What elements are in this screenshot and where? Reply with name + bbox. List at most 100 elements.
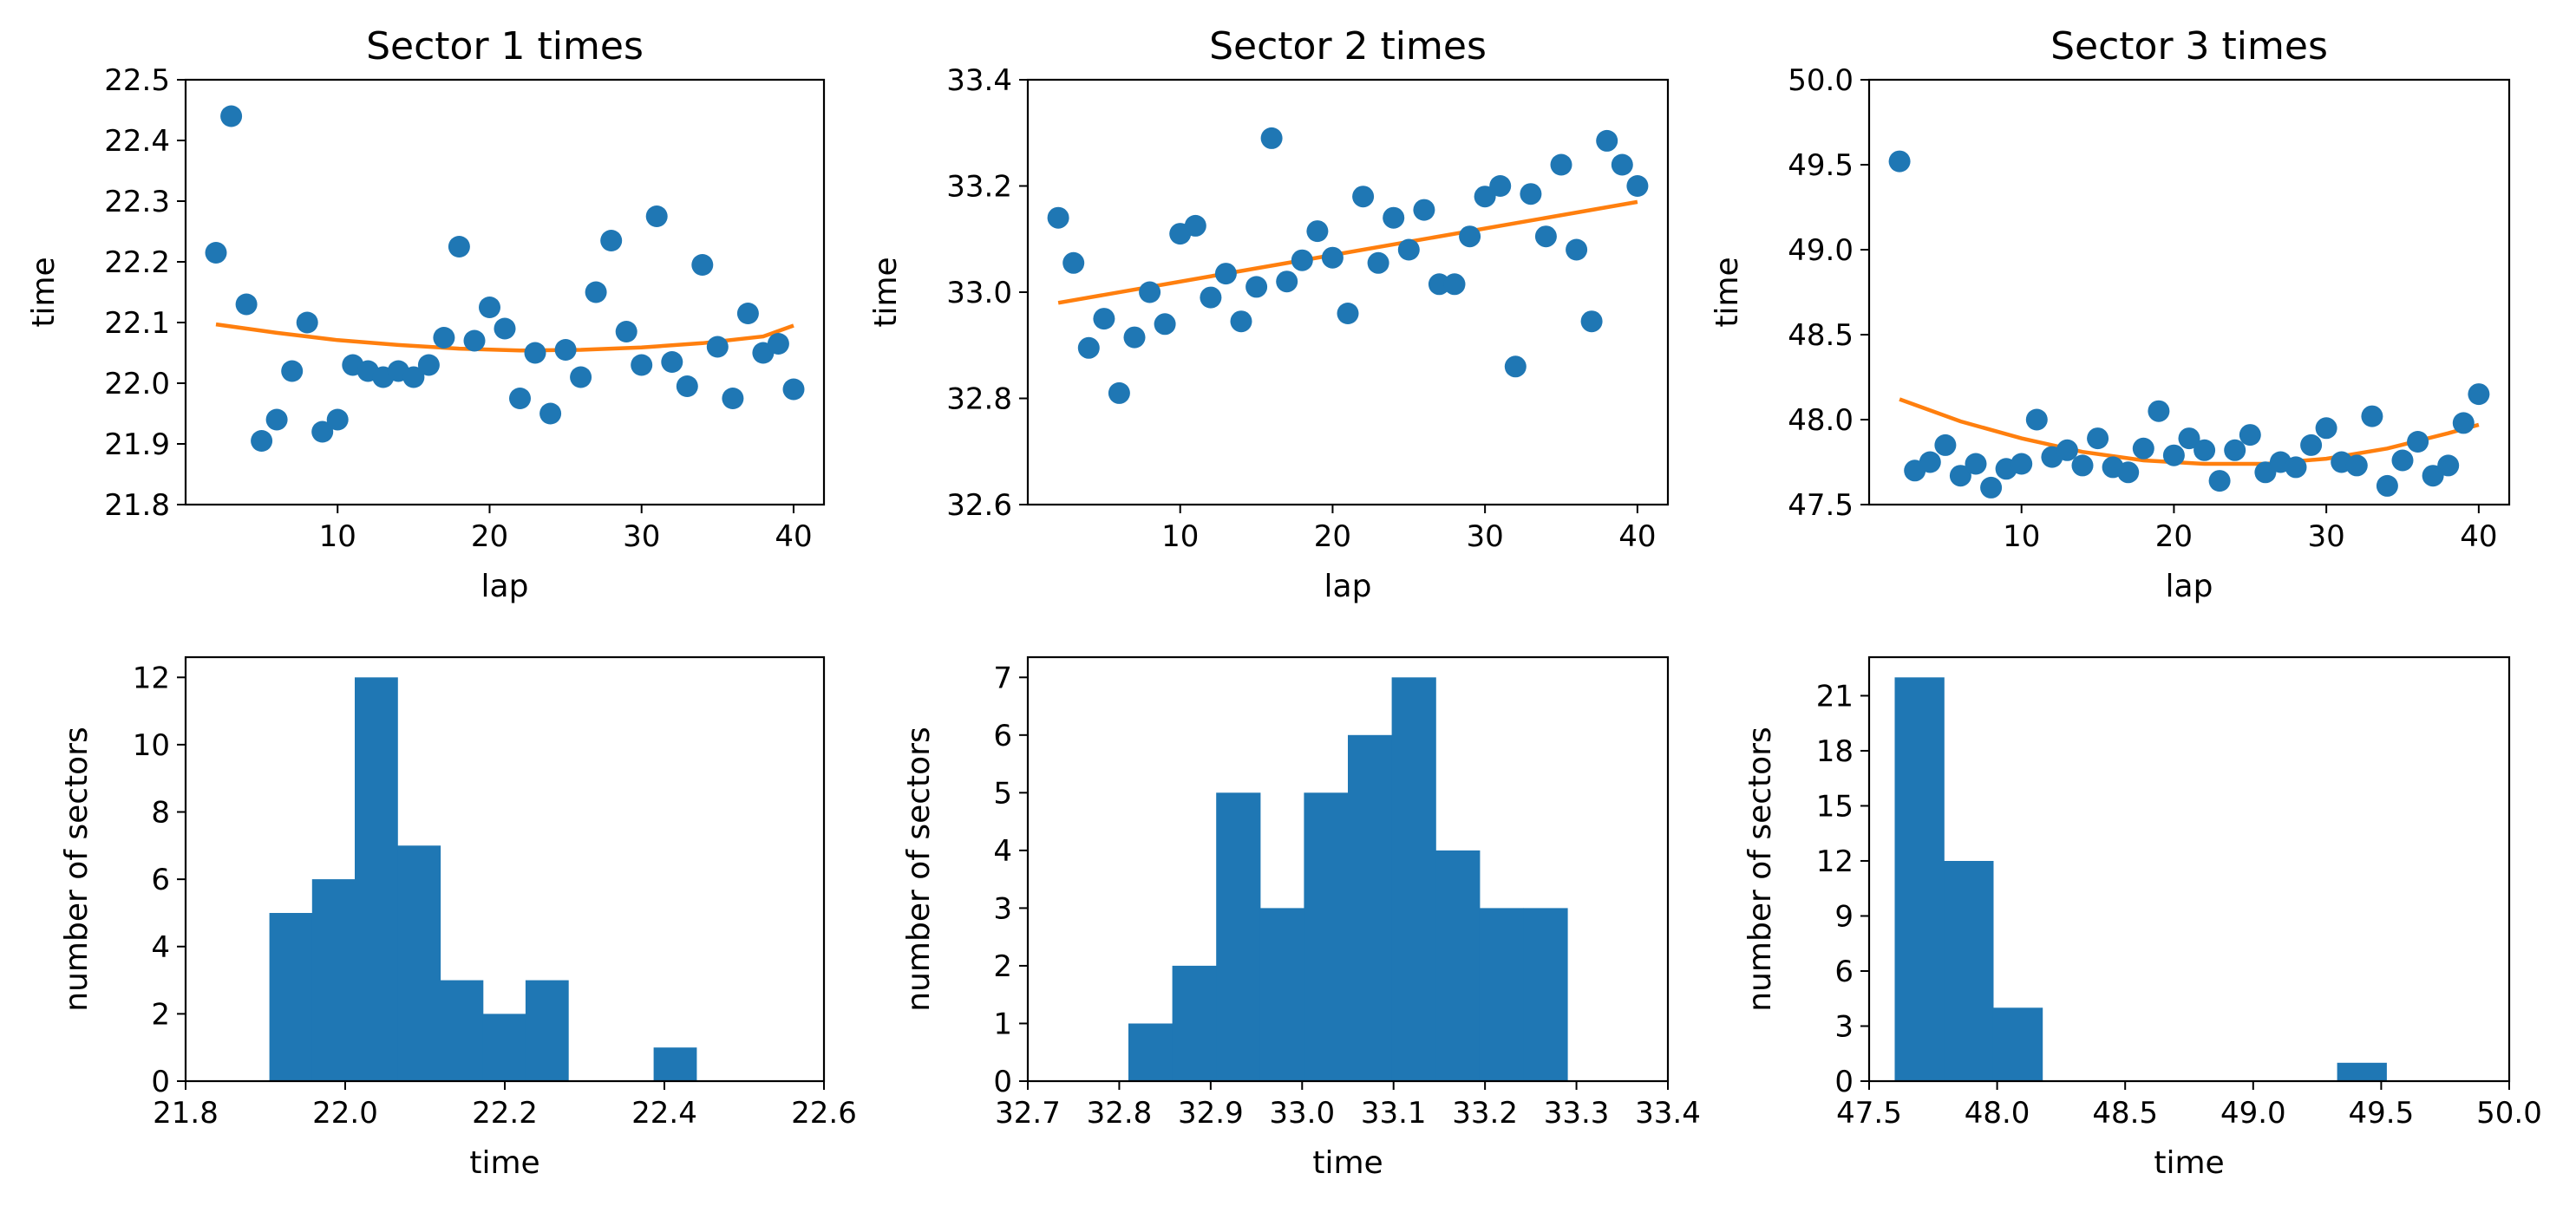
data-point: [554, 339, 577, 361]
data-point: [539, 402, 562, 425]
data-point: [2178, 427, 2200, 450]
data-point: [2117, 461, 2140, 484]
data-point: [2071, 454, 2094, 477]
data-point: [1306, 220, 1329, 243]
x-tick-label: 33.4: [1635, 1096, 1701, 1131]
histogram-bar: [653, 1047, 697, 1081]
data-point: [1520, 183, 1542, 205]
data-point: [2376, 474, 2398, 497]
x-tick-label: 50.0: [2476, 1096, 2542, 1131]
data-point: [1888, 150, 1911, 173]
y-axis-label: time: [868, 257, 904, 327]
data-point: [645, 205, 668, 227]
y-tick-label: 6: [1834, 955, 1854, 989]
axes-frame: [184, 78, 826, 506]
x-tick-label: 40: [2460, 519, 2497, 554]
chart-title: Sector 1 times: [366, 24, 644, 68]
data-point: [1139, 281, 1161, 303]
x-tick-label: 49.0: [2220, 1096, 2286, 1131]
data-point: [600, 230, 623, 251]
data-point: [782, 378, 805, 401]
y-tick-label: 22.0: [104, 367, 170, 401]
chart-panel-5: 32.7 32.8 32.9 33.0 33.1 33.2 33.3 33.4 0 1 2 3 4 5 6 7…: [901, 655, 1701, 1181]
data-point: [1934, 433, 1957, 456]
x-tick-label: 33.2: [1452, 1096, 1518, 1131]
data-point: [722, 388, 744, 409]
data-point: [2315, 417, 2337, 440]
histogram-bar: [440, 980, 484, 1081]
data-point: [1276, 271, 1298, 293]
data-point: [1980, 476, 2003, 499]
chart-panel-4: 21.8 22.0 22.2 22.4 22.6 0 2 4 6 8 10 12 time number …: [59, 655, 857, 1181]
x-tick-label: 48.5: [2092, 1096, 2158, 1131]
data-point: [706, 336, 729, 358]
data-point: [1108, 381, 1130, 404]
data-point: [235, 293, 258, 316]
chart-title: Sector 3 times: [2050, 24, 2328, 68]
data-point: [1566, 238, 1588, 261]
x-tick-label: 47.5: [1836, 1096, 1902, 1131]
x-tick-label: 22.4: [631, 1096, 697, 1131]
histogram-bar: [1128, 1023, 1174, 1081]
data-point: [265, 408, 288, 431]
y-tick-label: 0: [1834, 1065, 1854, 1099]
y-tick-label: 0: [993, 1065, 1012, 1099]
x-tick-label: 33.0: [1269, 1096, 1335, 1131]
y-axis-label: number of sectors: [59, 727, 95, 1011]
axes-frame: [1026, 655, 1670, 1083]
y-tick-label: 10: [133, 728, 170, 763]
x-tick-label: 20: [1314, 519, 1351, 554]
data-point: [585, 281, 607, 303]
data-point: [479, 297, 500, 318]
y-tick-label: 21.8: [104, 488, 170, 523]
data-point: [2162, 444, 2185, 466]
x-axis-label: lap: [481, 569, 529, 604]
x-tick-label: 32.8: [1087, 1096, 1153, 1131]
histogram-bar: [1523, 908, 1568, 1081]
y-tick-label: 22.3: [104, 185, 170, 219]
data-point: [2468, 383, 2490, 406]
data-point: [524, 342, 546, 364]
y-tick-label: 12: [133, 661, 170, 695]
data-point: [570, 366, 592, 388]
data-point: [2056, 439, 2078, 461]
y-tick-label: 2: [993, 949, 1012, 984]
x-axis-label: time: [2154, 1145, 2224, 1181]
x-tick-label: 32.7: [995, 1096, 1061, 1131]
x-tick-label: 30: [2308, 519, 2345, 554]
y-tick-label: 49.5: [1788, 148, 1854, 183]
data-point: [2224, 439, 2246, 461]
axes-frame: [1867, 78, 2511, 506]
y-tick-label: 50.0: [1788, 63, 1854, 98]
data-point: [631, 354, 653, 376]
data-point: [2285, 456, 2307, 479]
y-tick-label: 4: [151, 930, 170, 965]
data-point: [1474, 186, 1496, 208]
y-tick-label: 21.9: [104, 427, 170, 462]
x-tick-label: 10: [2003, 519, 2040, 554]
y-tick-label: 3: [1834, 1009, 1854, 1044]
y-tick-label: 33.4: [946, 63, 1012, 98]
x-tick-label: 33.3: [1544, 1096, 1610, 1131]
data-point: [296, 311, 318, 334]
data-point: [311, 420, 334, 443]
histogram-bar: [355, 677, 398, 1081]
x-tick-label: 40: [1618, 519, 1656, 554]
data-point: [1443, 273, 1466, 296]
data-point: [1489, 175, 1512, 197]
histogram-bar: [1348, 734, 1393, 1081]
histogram-bar: [269, 913, 313, 1081]
data-point: [1383, 206, 1405, 229]
data-point: [402, 366, 425, 388]
data-point: [2407, 431, 2429, 453]
data-point: [676, 375, 698, 397]
data-point: [1919, 451, 1941, 473]
data-point: [2300, 433, 2323, 456]
y-tick-label: 1: [993, 1007, 1012, 1041]
data-point: [1367, 251, 1389, 274]
data-point: [1077, 336, 1100, 359]
y-tick-label: 0: [151, 1065, 170, 1099]
y-tick-label: 49.0: [1788, 233, 1854, 268]
data-point: [494, 317, 516, 340]
data-point: [2422, 465, 2444, 487]
